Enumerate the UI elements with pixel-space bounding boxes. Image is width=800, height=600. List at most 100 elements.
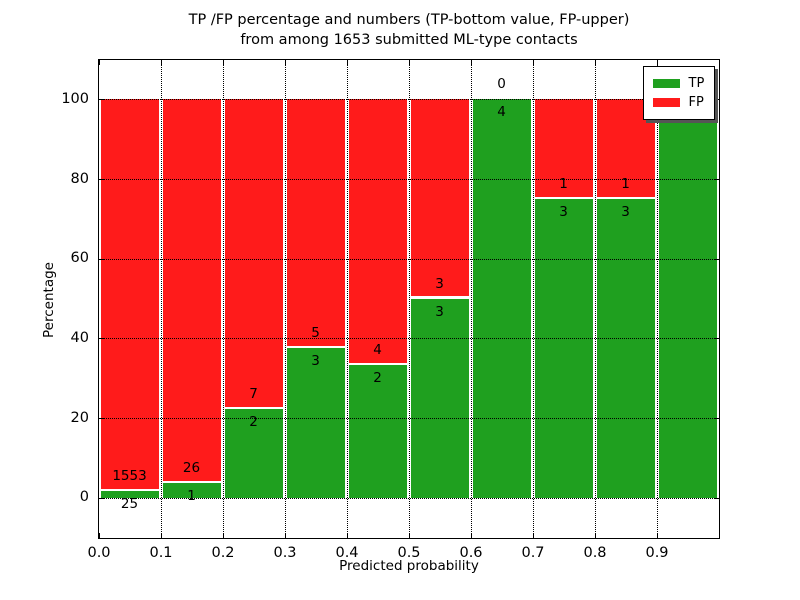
x-tick-label: 0.3: [273, 545, 297, 561]
bar-segment-tp: [410, 298, 469, 498]
y-tick-mark: [98, 338, 104, 340]
x-tick-label: 0.5: [397, 545, 421, 561]
bar-segment-fp: [224, 99, 283, 408]
bar-segment-fp: [100, 99, 159, 490]
fp-count-label: 1: [559, 175, 568, 192]
x-tick-mark: [222, 532, 224, 538]
bar-segment-fp: [286, 99, 345, 347]
bar-segment-tp: [286, 348, 345, 498]
x-tick-label: 0.8: [583, 545, 607, 561]
fp-count-label: 4: [373, 341, 382, 358]
gridline-vertical: [532, 59, 534, 538]
y-tick-mark: [98, 497, 104, 499]
fp-count-label: 5: [311, 325, 320, 342]
x-tick-mark: [284, 532, 286, 538]
fp-count-label: 3: [435, 275, 444, 292]
x-tick-mark: [594, 532, 596, 538]
y-tick-mark: [98, 418, 104, 419]
x-tick-mark: [222, 59, 224, 65]
x-tick-mark: [160, 59, 162, 65]
x-tick-mark: [656, 59, 658, 65]
bar-segment-tp: [534, 198, 593, 498]
gridline-vertical: [160, 59, 162, 538]
chart-title-line2: from among 1653 submitted ML-type contac…: [240, 32, 578, 48]
bar-segment-fp: [534, 99, 593, 197]
fp-count-label: 1553: [112, 468, 147, 485]
x-tick-label: 0.9: [645, 545, 669, 561]
legend-item: FP: [652, 94, 705, 111]
legend: TP FP: [642, 65, 715, 120]
y-tick-label: 20: [70, 409, 89, 426]
gridline-vertical: [656, 59, 658, 538]
fp-count-label: 0: [497, 76, 506, 93]
gridline-vertical: [284, 59, 286, 538]
tp-count-label: 3: [435, 303, 444, 320]
tp-count-label: 2: [249, 414, 258, 431]
x-tick-mark: [532, 59, 534, 65]
bar-segment-tp: [100, 491, 159, 498]
y-tick-mark: [98, 179, 104, 180]
y-tick-mark: [713, 418, 719, 419]
y-tick-mark: [713, 99, 719, 101]
x-tick-mark: [532, 532, 534, 538]
y-tick-mark: [98, 258, 104, 260]
tp-count-label: 2: [373, 369, 382, 386]
tp-count-label: 3: [311, 353, 320, 370]
fp-count-label: 1: [621, 175, 630, 192]
legend-item: TP: [652, 75, 705, 92]
x-tick-mark: [346, 532, 348, 538]
x-tick-mark: [284, 59, 286, 65]
y-tick-label: 0: [79, 489, 89, 506]
gridline-vertical: [408, 59, 410, 538]
x-tick-label: 0.2: [211, 545, 235, 561]
fp-count-label: 7: [249, 386, 258, 403]
gridline-vertical: [222, 59, 224, 538]
gridline-vertical: [470, 59, 472, 538]
bar-segment-tp: [224, 409, 283, 498]
chart-title-line1: TP /FP percentage and numbers (TP-bottom…: [188, 12, 630, 28]
bar-segment-fp: [348, 99, 407, 363]
x-axis-label: Predicted probability: [339, 558, 479, 574]
y-tick-mark: [713, 179, 719, 180]
x-tick-mark: [160, 532, 162, 538]
y-tick-label: 60: [70, 250, 89, 267]
tp-count-label: 3: [559, 203, 568, 220]
x-tick-mark: [98, 532, 100, 538]
bar-segment-tp: [348, 364, 407, 498]
y-tick-mark: [98, 99, 104, 101]
tp-legend-swatch-icon: [652, 78, 680, 88]
y-tick-mark: [713, 338, 719, 340]
bar-segment-tp: [162, 482, 221, 498]
x-tick-mark: [470, 532, 472, 538]
x-tick-mark: [408, 59, 410, 65]
fp-count-label: 26: [182, 459, 201, 476]
x-tick-mark: [470, 59, 472, 65]
x-tick-label: 0.6: [459, 545, 483, 561]
tp-count-label: 3: [621, 203, 630, 220]
bar-segment-fp: [410, 99, 469, 297]
x-tick-mark: [656, 532, 658, 538]
x-tick-mark: [346, 59, 348, 65]
bar-segment-fp: [162, 99, 221, 481]
bar-segment-tp: [596, 198, 655, 498]
fp-legend-swatch-icon: [652, 97, 680, 107]
y-tick-mark: [713, 258, 719, 260]
y-tick-label: 80: [70, 170, 89, 187]
chart-title: TP /FP percentage and numbers (TP-bottom…: [99, 10, 719, 50]
tp-count-label: 4: [497, 104, 506, 121]
tp-count-label: 25: [120, 496, 139, 513]
x-tick-label: 0.0: [87, 545, 111, 561]
tp-count-label: 1: [187, 487, 196, 504]
bar-segment-tp: [658, 99, 717, 498]
legend-item-label: FP: [688, 94, 704, 110]
x-tick-mark: [98, 59, 100, 65]
x-tick-label: 0.1: [149, 545, 173, 561]
x-tick-label: 0.4: [335, 545, 359, 561]
x-tick-mark: [594, 59, 596, 65]
gridline-vertical: [594, 59, 596, 538]
y-tick-label: 40: [70, 329, 89, 346]
y-tick-label: 100: [61, 90, 89, 107]
gridline-vertical: [346, 59, 348, 538]
